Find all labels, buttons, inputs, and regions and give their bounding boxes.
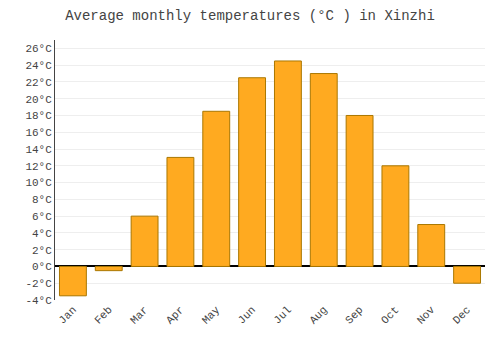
svg-text:6°C: 6°C [32, 211, 52, 223]
svg-text:14°C: 14°C [25, 144, 52, 156]
svg-text:Jan: Jan [56, 304, 78, 326]
svg-text:10°C: 10°C [25, 177, 52, 189]
svg-text:Aug: Aug [307, 304, 329, 326]
svg-text:4°C: 4°C [32, 228, 52, 240]
svg-text:-4°C: -4°C [25, 295, 52, 307]
svg-text:Feb: Feb [92, 304, 114, 326]
svg-text:Apr: Apr [164, 304, 186, 326]
svg-text:Jun: Jun [236, 304, 258, 326]
svg-text:12°C: 12°C [25, 161, 52, 173]
svg-text:Sep: Sep [343, 304, 365, 326]
svg-text:Dec: Dec [451, 304, 473, 326]
svg-text:20°C: 20°C [25, 94, 52, 106]
svg-text:16°C: 16°C [25, 127, 52, 139]
svg-text:24°C: 24°C [25, 60, 52, 72]
svg-text:-2°C: -2°C [25, 278, 52, 290]
svg-text:2°C: 2°C [32, 245, 52, 257]
svg-text:Average monthly temperatures (: Average monthly temperatures (°C ) in Xi… [65, 8, 435, 24]
svg-text:Mar: Mar [128, 304, 150, 326]
svg-text:Jul: Jul [271, 304, 293, 326]
svg-text:Nov: Nov [415, 304, 438, 327]
svg-text:0°C: 0°C [32, 261, 52, 273]
svg-text:18°C: 18°C [25, 110, 52, 122]
svg-text:22°C: 22°C [25, 77, 52, 89]
svg-text:May: May [200, 304, 223, 327]
svg-text:8°C: 8°C [32, 194, 52, 206]
svg-text:26°C: 26°C [25, 43, 52, 55]
svg-text:Oct: Oct [379, 304, 401, 326]
